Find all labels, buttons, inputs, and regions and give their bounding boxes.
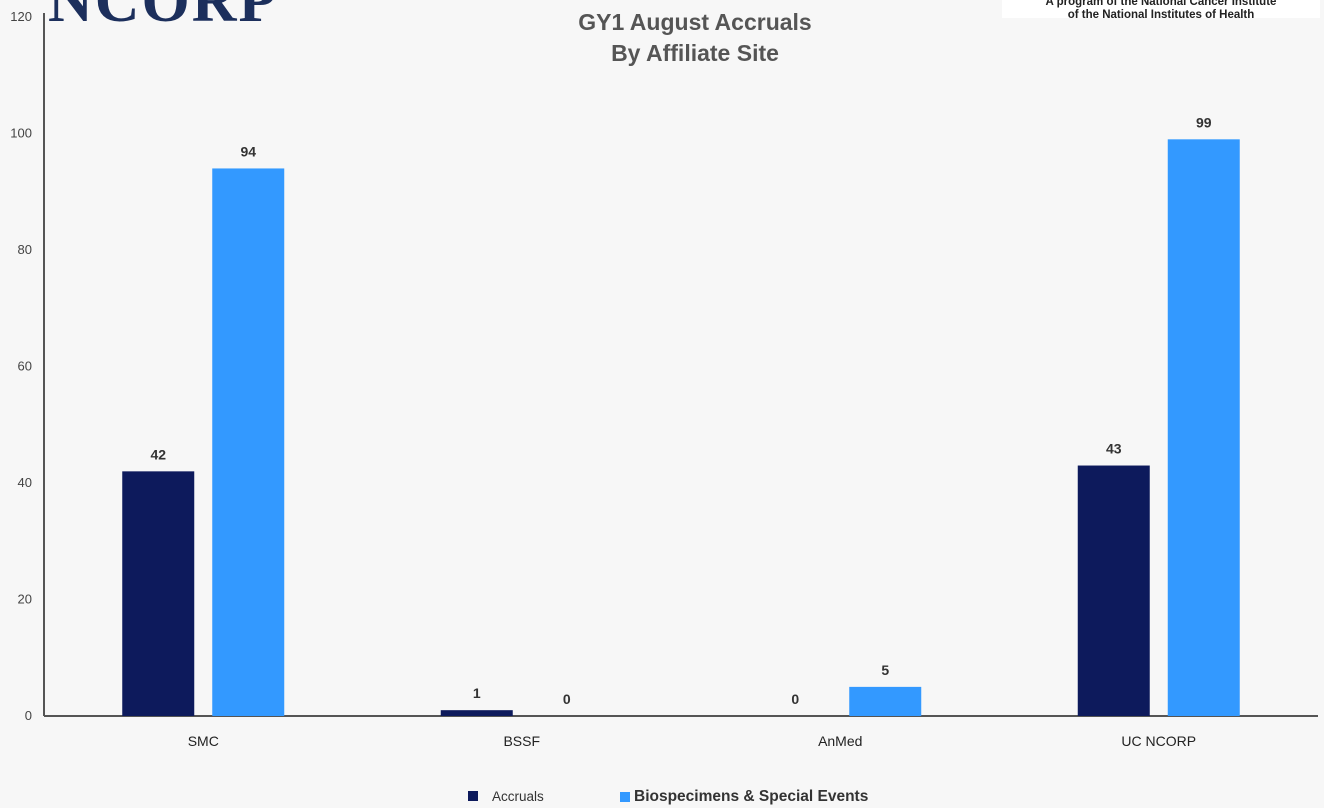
x-tick-label: SMC — [188, 733, 219, 749]
badge-line-2: of the National Institutes of Health — [1067, 9, 1255, 21]
legend-label-accruals: Accruals — [492, 788, 544, 804]
nci-program-badge: A program of the National Cancer Institu… — [1002, 0, 1320, 21]
chart-subtitle: By Affiliate Site — [611, 40, 779, 66]
y-tick-label: 80 — [18, 242, 32, 257]
bar-accruals — [1077, 465, 1150, 716]
legend-swatch-accruals — [468, 791, 478, 802]
data-label: 0 — [563, 691, 571, 707]
y-tick-label: 0 — [25, 708, 32, 723]
x-tick-label: BSSF — [503, 733, 540, 749]
x-tick-label: UC NCORP — [1121, 733, 1196, 749]
data-label: 42 — [150, 446, 166, 462]
bar-accruals — [440, 710, 513, 716]
legend-label-biospecimens: Biospecimens & Special Events — [634, 788, 869, 805]
data-label: 94 — [240, 143, 256, 159]
bar-biospecimens — [1167, 139, 1240, 716]
legend-swatch-biospecimens — [620, 792, 630, 802]
y-tick-label: 100 — [10, 126, 32, 141]
y-tick-label: 20 — [18, 592, 32, 607]
data-label: 1 — [473, 685, 481, 701]
badge-line-1: A program of the National Cancer Institu… — [1045, 0, 1277, 8]
y-tick-label: 40 — [18, 475, 32, 490]
bar-biospecimens — [212, 168, 285, 716]
legend-item-accruals: Accruals — [468, 788, 544, 804]
y-tick-label: 120 — [10, 9, 32, 24]
ncorp-logo: NCORP — [48, 0, 279, 35]
chart-title: GY1 August Accruals — [578, 9, 812, 35]
legend-item-biospecimens: Biospecimens & Special Events — [620, 788, 868, 806]
y-tick-label: 60 — [18, 359, 32, 374]
x-tick-label: AnMed — [818, 733, 862, 749]
data-label: 99 — [1196, 114, 1212, 130]
data-label: 43 — [1106, 441, 1122, 457]
bar-chart: 0 20 40 60 80 100 120 SMC 42 94 BSSF 1 0 AnMed 0 5 UC NC… — [10, 9, 1318, 749]
bar-accruals — [122, 471, 195, 716]
data-label: 5 — [881, 662, 889, 678]
bar-biospecimens — [849, 686, 922, 716]
data-label: 0 — [791, 691, 799, 707]
chart-title-block: GY1 August Accruals By Affiliate Site — [0, 7, 1324, 69]
